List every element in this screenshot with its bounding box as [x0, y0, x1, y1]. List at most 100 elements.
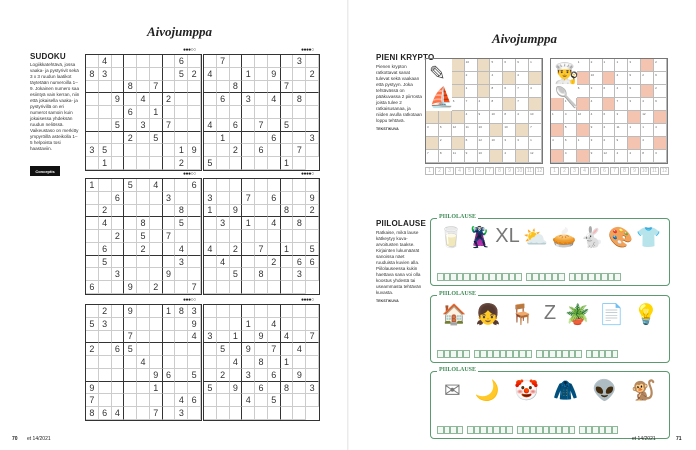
letter-box[interactable]	[450, 426, 457, 434]
sudoku-cell[interactable]: 6	[188, 179, 201, 192]
crypto-cell[interactable]	[516, 124, 530, 137]
sudoku-cell[interactable]	[175, 381, 189, 395]
sudoku-cell[interactable]	[216, 305, 230, 318]
answer-box[interactable]: 8	[620, 167, 629, 175]
letter-box[interactable]	[456, 350, 463, 358]
sudoku-cell[interactable]	[86, 268, 99, 282]
sudoku-cell[interactable]	[306, 317, 319, 331]
sudoku-cell[interactable]: 3	[188, 305, 201, 318]
sudoku-cell[interactable]	[242, 55, 256, 68]
crypto-cell[interactable]	[490, 150, 504, 163]
crypto-cell[interactable]: 4	[516, 72, 530, 85]
answer-box[interactable]: 4	[455, 167, 464, 175]
sudoku-cell[interactable]	[242, 381, 256, 395]
sudoku-cell[interactable]: 5	[111, 118, 125, 132]
sudoku-cell[interactable]	[204, 179, 217, 192]
crypto-cell[interactable]: 7	[426, 150, 439, 163]
sudoku-cell[interactable]	[216, 394, 230, 408]
sudoku-cell[interactable]	[124, 191, 138, 205]
answer-box[interactable]: 12	[660, 167, 669, 175]
letter-box[interactable]	[515, 273, 522, 281]
answer-box[interactable]: 9	[630, 167, 639, 175]
sudoku-cell[interactable]: 2	[188, 67, 201, 81]
crypto-cell[interactable]: 3	[516, 137, 530, 150]
sudoku-cell[interactable]	[293, 204, 307, 218]
sudoku-cell[interactable]	[204, 407, 217, 420]
sudoku-cell[interactable]: 4	[111, 407, 125, 420]
crypto-cell[interactable]	[503, 72, 517, 85]
letter-box[interactable]	[480, 426, 487, 434]
sudoku-cell[interactable]: 7	[242, 191, 256, 205]
sudoku-cell[interactable]: 8	[175, 204, 189, 218]
sudoku-cell[interactable]	[175, 330, 189, 344]
sudoku-cell[interactable]: 7	[293, 144, 307, 158]
sudoku-cell[interactable]: 1	[162, 305, 176, 318]
answer-box[interactable]: 5	[590, 167, 599, 175]
sudoku-cell[interactable]	[111, 80, 125, 94]
sudoku-cell[interactable]	[175, 230, 189, 243]
sudoku-cell[interactable]	[162, 144, 176, 158]
sudoku-cell[interactable]	[124, 93, 138, 107]
sudoku-cell[interactable]	[162, 255, 176, 269]
crypto-cell[interactable]	[503, 98, 517, 111]
crypto-cell[interactable]: 3	[426, 124, 439, 137]
sudoku-cell[interactable]: 9	[124, 281, 138, 294]
sudoku-cell[interactable]	[137, 368, 150, 382]
sudoku-cell[interactable]: 6	[111, 191, 125, 205]
sudoku-cell[interactable]	[267, 144, 281, 158]
sudoku-cell[interactable]	[204, 281, 217, 294]
answer-box[interactable]: 7	[485, 167, 494, 175]
crypto-cell[interactable]: 9	[654, 72, 667, 85]
sudoku-cell[interactable]	[86, 55, 99, 68]
sudoku-cell[interactable]: 2	[175, 157, 189, 170]
crypto-cell[interactable]	[451, 111, 465, 124]
sudoku-cell[interactable]	[204, 230, 217, 243]
sudoku-cell[interactable]: 6	[267, 131, 281, 145]
crypto-cell[interactable]: 6	[602, 85, 616, 98]
sudoku-cell[interactable]	[216, 317, 230, 331]
sudoku-cell[interactable]	[149, 118, 163, 132]
sudoku-cell[interactable]	[229, 394, 243, 408]
sudoku-cell[interactable]	[306, 179, 319, 192]
sudoku-cell[interactable]	[137, 394, 150, 408]
sudoku-cell[interactable]	[242, 356, 256, 369]
sudoku-cell[interactable]	[162, 67, 176, 81]
sudoku-cell[interactable]: 3	[306, 131, 319, 145]
sudoku-cell[interactable]	[267, 118, 281, 132]
crypto-cell[interactable]: 4	[641, 137, 655, 150]
sudoku-cell[interactable]: 1	[204, 204, 217, 218]
letter-box[interactable]	[555, 350, 562, 358]
sudoku-cell[interactable]	[267, 381, 281, 395]
sudoku-cell[interactable]: 3	[111, 268, 125, 282]
sudoku-cell[interactable]: 9	[267, 67, 281, 81]
crypto-cell[interactable]: 11	[464, 124, 478, 137]
crypto-cell[interactable]: 1	[529, 137, 542, 150]
sudoku-cell[interactable]: 5	[267, 394, 281, 408]
sudoku-cell[interactable]: 4	[267, 93, 281, 107]
sudoku-cell[interactable]	[149, 268, 163, 282]
sudoku-cell[interactable]: 2	[111, 230, 125, 243]
sudoku-cell[interactable]: 4	[149, 179, 163, 192]
sudoku-cell[interactable]	[175, 118, 189, 132]
sudoku-cell[interactable]: 5	[216, 343, 230, 357]
sudoku-cell[interactable]	[280, 305, 294, 318]
sudoku-cell[interactable]	[86, 118, 99, 132]
letter-box[interactable]	[506, 350, 513, 358]
sudoku-cell[interactable]	[306, 394, 319, 408]
sudoku-cell[interactable]	[216, 381, 230, 395]
sudoku-cell[interactable]	[255, 204, 268, 218]
sudoku-cell[interactable]: 2	[306, 204, 319, 218]
sudoku-cell[interactable]	[149, 204, 163, 218]
sudoku-cell[interactable]	[242, 80, 256, 94]
sudoku-cell[interactable]	[188, 204, 201, 218]
sudoku-cell[interactable]: 5	[137, 230, 150, 243]
sudoku-cell[interactable]: 5	[188, 368, 201, 382]
letter-box[interactable]	[437, 350, 444, 358]
sudoku-cell[interactable]: 8	[293, 93, 307, 107]
sudoku-cell[interactable]	[137, 268, 150, 282]
sudoku-cell[interactable]	[188, 191, 201, 205]
sudoku-cell[interactable]: 5	[175, 67, 189, 81]
sudoku-cell[interactable]: 3	[242, 368, 256, 382]
sudoku-cell[interactable]: 8	[293, 217, 307, 231]
sudoku-cell[interactable]	[255, 281, 268, 294]
